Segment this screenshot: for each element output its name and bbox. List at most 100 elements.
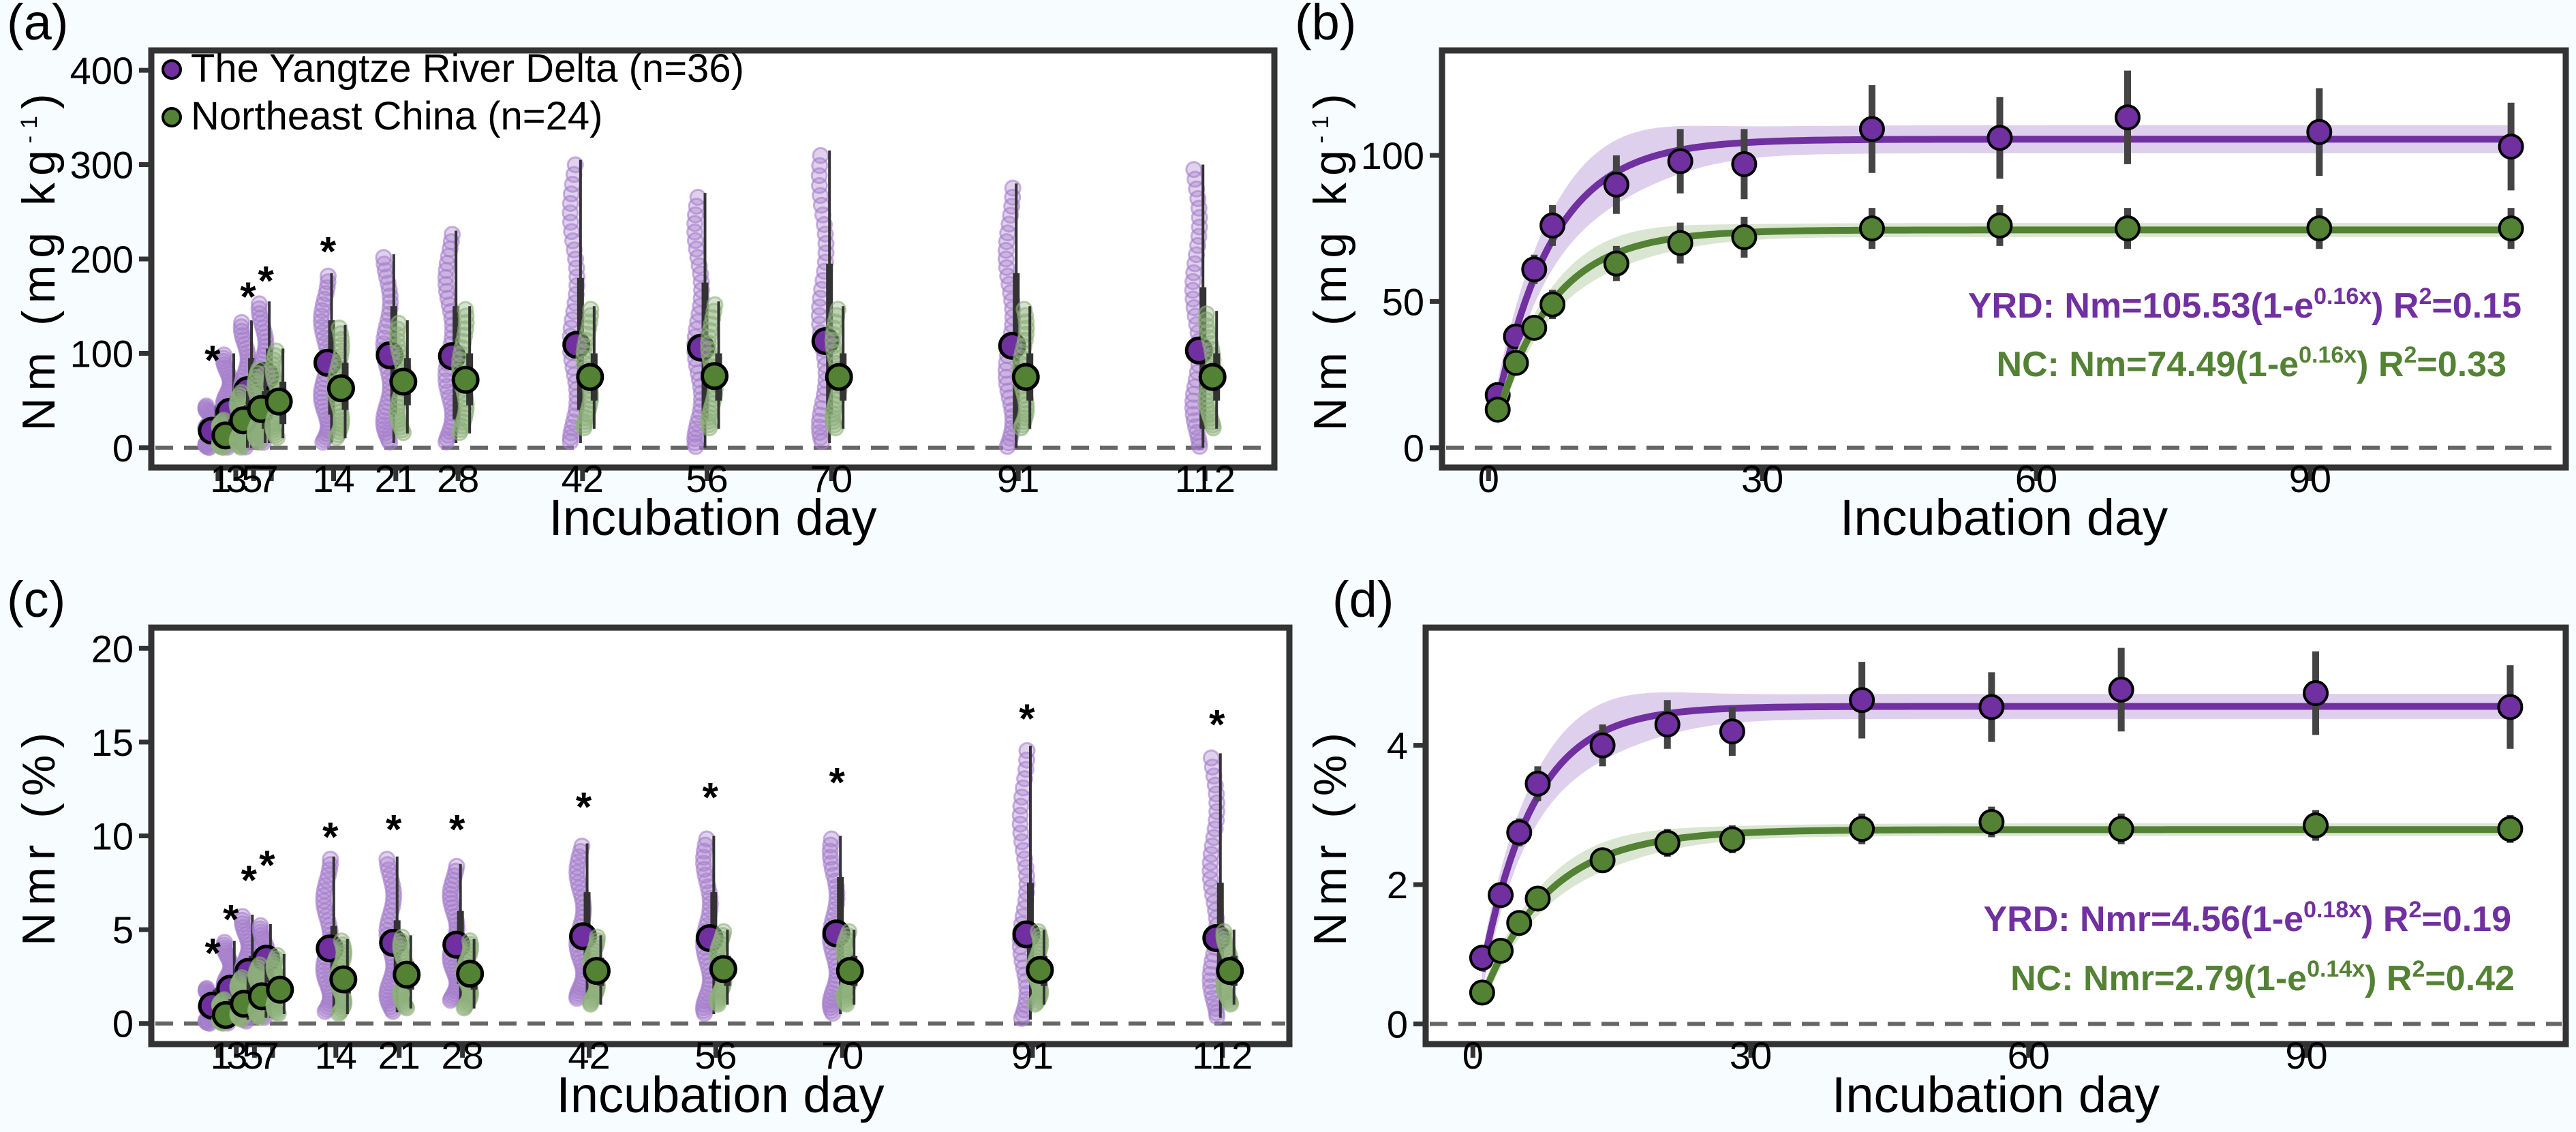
significance-star: * <box>322 814 339 860</box>
panel-b: (b) 0 50 100 0 30 60 90 Incubation day Nm (mg kg-… <box>1295 0 2569 546</box>
x-tick-label: 30 <box>1730 1034 1772 1077</box>
x-tick-label: 60 <box>2008 1034 2050 1077</box>
equation-close: ) R <box>2357 345 2404 384</box>
equation-exponent: 0.14x <box>2307 956 2365 982</box>
mean-point <box>1521 256 1548 283</box>
raw-point <box>1030 923 1047 940</box>
x-tick-label: 3 <box>226 1034 247 1077</box>
significance-star: * <box>204 337 221 383</box>
y-axis-title: Nm (mg kg-1) <box>1304 87 1356 431</box>
mean-point <box>1978 809 2005 836</box>
significance-star: * <box>1019 696 1035 741</box>
raw-point <box>444 226 461 243</box>
raw-point <box>1185 161 1203 179</box>
y-axis-title-main: Nm (mg kg <box>13 143 65 431</box>
mean-point <box>456 960 485 988</box>
raw-point <box>1197 311 1215 329</box>
equation-r2-sup: 2 <box>2409 897 2422 923</box>
mean-point <box>1011 363 1040 391</box>
mean-point <box>1589 732 1616 759</box>
mean-point <box>393 960 421 989</box>
mean-point <box>583 957 611 985</box>
x-tick-label: 90 <box>2289 457 2331 500</box>
raw-point <box>694 848 712 866</box>
legend-label-yrd: The Yangtze River Delta (n=36) <box>191 46 744 91</box>
equation-exponent: 0.18x <box>2303 897 2361 923</box>
raw-point <box>1202 749 1220 767</box>
mean-point <box>1506 910 1533 936</box>
raw-point <box>695 842 713 860</box>
raw-point <box>689 189 707 206</box>
panel-label: (d) <box>1332 571 1394 628</box>
raw-point <box>1198 305 1216 323</box>
mean-point <box>2303 680 2329 707</box>
series-yrd <box>197 741 1231 1032</box>
x-tick-label: 112 <box>1175 457 1236 500</box>
x-tick-label: 5 <box>241 457 262 500</box>
raw-point <box>1004 179 1022 197</box>
significance-star: * <box>386 806 402 852</box>
y-tick-label: 0 <box>1387 1003 1408 1045</box>
significance-star: * <box>240 274 256 320</box>
panel-d: (d) 0 2 4 0 30 60 90 Incubation day Nmr (%) YRD: N… <box>1304 571 2569 1123</box>
y-tick-label: 100 <box>70 332 134 375</box>
raw-point <box>269 947 286 964</box>
mean-point <box>1719 718 1745 745</box>
significance-star: * <box>258 258 274 303</box>
mean-point <box>1198 363 1227 391</box>
y-tick-label: 100 <box>1361 134 1424 177</box>
mean-point <box>1667 230 1693 256</box>
raw-point <box>1018 741 1036 759</box>
fit-equation-yrd: YRD: Nm=105.53(1-e0.16x) R2=0.15 <box>1968 284 2521 326</box>
y-tick-label: 4 <box>1387 724 1408 767</box>
raw-point <box>1198 317 1216 335</box>
x-tick-label: 70 <box>821 1034 863 1077</box>
raw-point <box>998 259 1015 277</box>
raw-point <box>686 224 704 241</box>
series-nc <box>211 296 1227 457</box>
mean-point <box>701 362 729 391</box>
raw-point <box>393 928 411 946</box>
legend-label-nc: Northeast China (n=24) <box>191 94 603 138</box>
raw-point <box>1015 301 1033 318</box>
raw-point <box>1215 923 1233 940</box>
legend-marker-yrd <box>162 59 182 80</box>
y-axis-title: Nm (mg kg-1) <box>13 87 65 431</box>
raw-point <box>267 342 285 360</box>
mean-point <box>389 367 418 396</box>
raw-point <box>588 928 606 946</box>
y-tick-label: 20 <box>91 627 134 670</box>
raw-point <box>378 851 396 868</box>
raw-point <box>824 331 842 349</box>
equation-r2: =0.33 <box>2417 345 2506 384</box>
equation-close: ) R <box>2365 959 2412 998</box>
y-tick-label: 0 <box>112 1003 134 1045</box>
raw-point <box>1199 323 1216 341</box>
mean-point <box>1026 955 1054 984</box>
mean-point <box>1589 847 1616 874</box>
x-tick-label: 70 <box>810 457 853 500</box>
raw-point <box>823 830 840 848</box>
mean-point <box>1654 829 1681 856</box>
significance-star: * <box>320 229 337 275</box>
mean-point <box>329 965 358 994</box>
y-axis-title-main: Nm (mg kg <box>1304 143 1356 431</box>
raw-point <box>390 314 408 332</box>
raw-point <box>379 856 397 874</box>
raw-point <box>333 932 350 950</box>
confidence-ribbon <box>1482 692 2511 991</box>
mean-point <box>1216 957 1244 985</box>
raw-point <box>700 328 718 346</box>
y-axis-title: Nmr (%) <box>1304 726 1356 946</box>
mean-point <box>2108 816 2134 842</box>
equation-r2-sup: 2 <box>2404 342 2417 368</box>
mean-point <box>264 387 293 416</box>
y-tick-label: 5 <box>112 908 134 951</box>
mean-point <box>2115 104 2141 131</box>
mean-point <box>1524 770 1551 797</box>
mean-point <box>1488 882 1514 908</box>
raw-point <box>250 300 268 318</box>
raw-point <box>215 346 233 364</box>
x-tick-label: 21 <box>375 457 417 500</box>
x-tick-label: 3 <box>226 457 247 500</box>
